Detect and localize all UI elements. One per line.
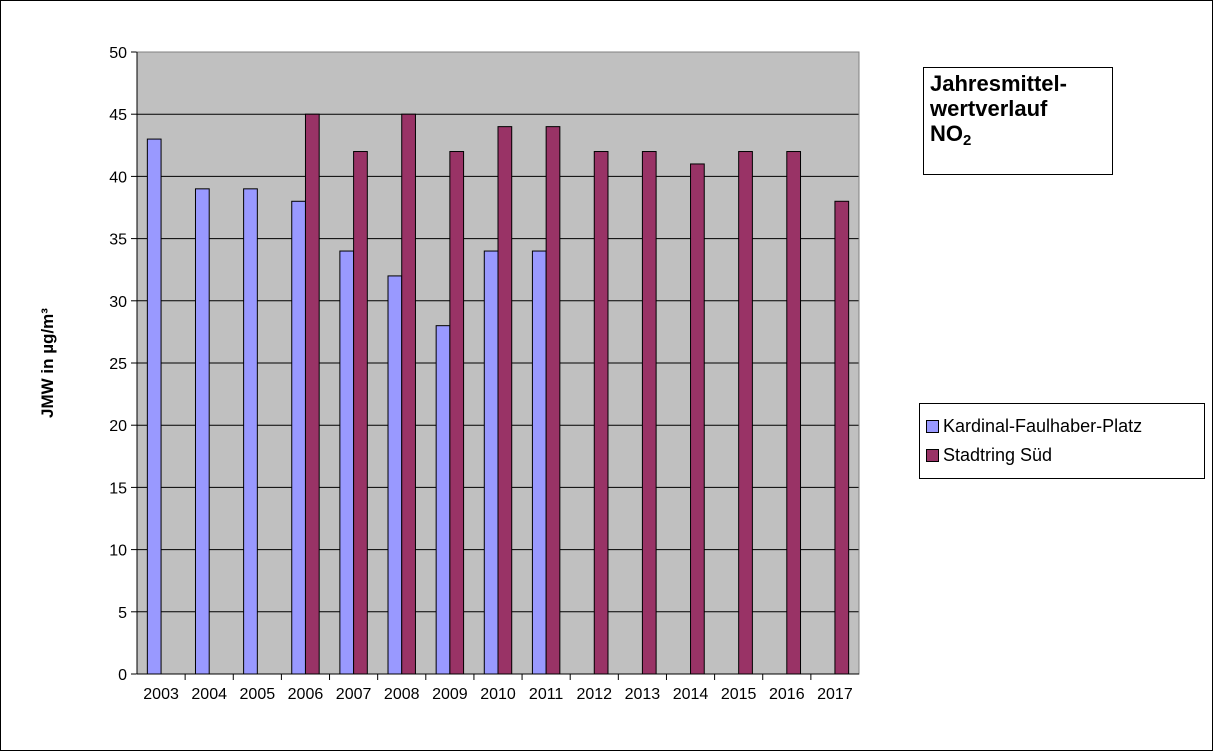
bar-stadtring-2017 (834, 200, 850, 675)
x-tick-label: 2006 (288, 686, 324, 703)
bar-stadtring-2009 (449, 151, 465, 675)
x-tick-label: 2007 (336, 686, 372, 703)
chart-title-line-2: wertverlauf (930, 96, 1048, 121)
bar-stadtring-2010 (497, 126, 513, 675)
x-tick-label: 2017 (817, 686, 853, 703)
bar-kardinal-2005 (243, 188, 258, 675)
x-tick-label: 2005 (240, 686, 276, 703)
x-tick-label: 2010 (480, 686, 516, 703)
formula-subscript: 2 (963, 132, 972, 149)
bar-kardinal-2011 (531, 250, 547, 675)
bar-stadtring-2012 (593, 151, 609, 675)
chart-title-line-1: Jahresmittel- (930, 71, 1067, 96)
legend-swatch-stadtring (926, 449, 939, 462)
x-tick-label: 2003 (143, 686, 179, 703)
bar-kardinal-2008 (387, 275, 403, 675)
bar-stadtring-2015 (738, 151, 753, 675)
x-tick-label: 2015 (721, 686, 757, 703)
legend-label-stadtring: Stadtring Süd (943, 445, 1053, 465)
y-tick-label: 30 (109, 294, 127, 311)
bar-stadtring-2013 (641, 151, 657, 675)
x-tick-label: 2004 (191, 686, 227, 703)
bar-kardinal-2007 (339, 250, 355, 675)
x-tick-label: 2011 (529, 686, 564, 703)
bar-kardinal-2009 (435, 325, 451, 675)
bar-stadtring-2008 (401, 113, 416, 675)
y-tick-label: 15 (109, 480, 127, 497)
y-tick-label: 0 (118, 667, 127, 684)
bar-stadtring-2016 (786, 151, 802, 675)
y-tick-label: 10 (109, 543, 127, 560)
x-tick-label: 2009 (432, 686, 468, 703)
legend-item-kardinal: Kardinal-Faulhaber-Platz (926, 412, 1198, 441)
legend-item-stadtring: Stadtring Süd (926, 441, 1198, 470)
formula-main: NO (930, 121, 963, 146)
axes: 0 5 10 15 20 25 30 35 40 45 50 2003 2004 2005 2006 2007… (109, 45, 860, 703)
bar-stadtring-2011 (545, 126, 561, 675)
bar-kardinal-2004 (194, 188, 210, 675)
x-tick-label: 2013 (625, 686, 661, 703)
y-tick-label: 50 (109, 45, 127, 62)
bar-kardinal-2010 (483, 250, 499, 675)
y-tick-label: 5 (118, 605, 127, 622)
bar-stadtring-2006 (304, 113, 320, 675)
legend-label-kardinal: Kardinal-Faulhaber-Platz (943, 416, 1143, 436)
bar-stadtring-2007 (353, 151, 368, 675)
y-tick-label: 20 (109, 418, 127, 435)
bars (146, 113, 850, 675)
x-tick-label: 2012 (576, 686, 612, 703)
bar-kardinal-2006 (291, 200, 306, 675)
x-tick-label: 2014 (673, 686, 709, 703)
chart-title-formula: NO2 (930, 121, 1106, 149)
y-axis-title: JMW in µg/m³ (38, 308, 57, 418)
x-tick-label: 2016 (769, 686, 805, 703)
y-tick-label: 25 (109, 356, 127, 373)
bar-kardinal-2003 (146, 138, 162, 675)
x-tick-label: 2008 (384, 686, 420, 703)
y-tick-label: 45 (109, 107, 127, 124)
chart-title-box: Jahresmittel- wertverlauf NO2 (923, 67, 1113, 175)
legend: Kardinal-Faulhaber-Platz Stadtring Süd (919, 403, 1205, 479)
legend-swatch-kardinal (926, 420, 939, 433)
bar-stadtring-2014 (690, 163, 705, 675)
y-tick-label: 40 (109, 169, 127, 186)
y-tick-label: 35 (109, 232, 127, 249)
